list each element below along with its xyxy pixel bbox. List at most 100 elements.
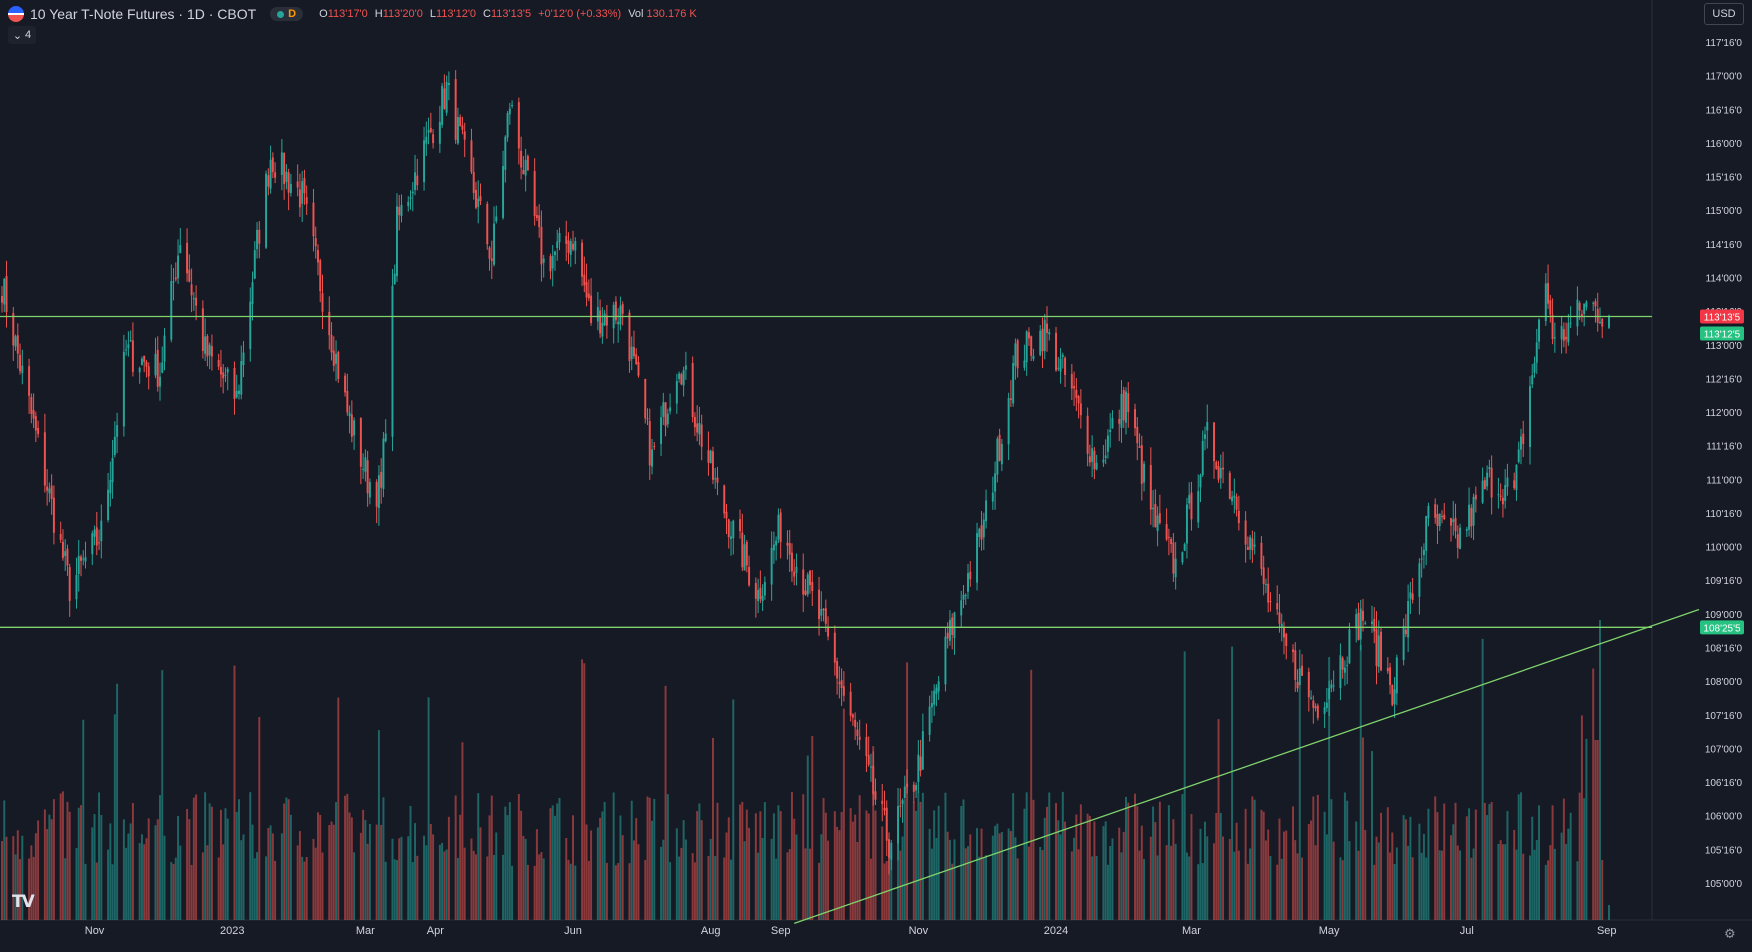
tradingview-logo-icon[interactable]: TV	[12, 892, 35, 912]
price-level-tag-label: 113'13'5	[1704, 313, 1741, 324]
candle-body	[583, 274, 586, 286]
close-value: 113'13'5	[491, 8, 532, 20]
volume-bar	[696, 811, 699, 920]
volume-bar	[903, 798, 906, 920]
volume-bar	[540, 852, 543, 920]
candle-body	[1190, 492, 1193, 520]
volume-bar	[1086, 813, 1089, 920]
volume-bar	[836, 826, 839, 920]
volume-bar	[66, 801, 69, 920]
candle-body	[1057, 367, 1060, 369]
candle-body	[874, 791, 877, 800]
volume-bar	[1206, 836, 1209, 920]
candle-body	[1, 295, 3, 303]
market-status-badge[interactable]: D	[270, 7, 304, 21]
volume-bar	[1032, 799, 1035, 920]
volume-bar	[1450, 835, 1452, 920]
candle-body	[1030, 336, 1033, 356]
y-tick-label: 116'00'0	[1706, 139, 1743, 150]
candle-body	[493, 223, 496, 265]
candle-body	[64, 551, 67, 556]
candle-body	[461, 125, 464, 130]
candle-body	[748, 567, 751, 586]
y-tick-label: 105'00'0	[1705, 879, 1743, 890]
candle-body	[682, 370, 685, 386]
volume-bar	[1154, 822, 1157, 920]
volume-bar	[1504, 844, 1507, 920]
ohlc-legend: O113'17'0 H113'20'0 L113'12'0 C113'13'5 …	[319, 8, 697, 20]
y-tick-label: 106'00'0	[1705, 812, 1743, 823]
candle-body	[1553, 337, 1556, 339]
x-tick-label: Jun	[564, 925, 582, 937]
y-tick-label: 116'16'0	[1706, 105, 1743, 116]
volume-bar	[305, 857, 308, 920]
candle-body	[985, 500, 988, 522]
candle-body	[1204, 434, 1206, 439]
x-tick-label: Sep	[1597, 925, 1617, 937]
volume-bar	[1362, 737, 1364, 920]
volume-bar	[574, 865, 577, 920]
candle-body	[1332, 685, 1335, 687]
candle-body	[366, 460, 369, 494]
candle-body	[1565, 336, 1568, 340]
candle-body	[653, 446, 656, 448]
volume-bar	[204, 792, 207, 920]
candle-body	[242, 352, 245, 366]
volume-bar	[1519, 792, 1522, 920]
volume-bar	[1422, 833, 1425, 920]
volume-bar	[585, 824, 588, 920]
candle-body	[856, 729, 859, 736]
candle-body	[1041, 328, 1044, 352]
candle-body	[743, 544, 746, 571]
us-flag-icon	[8, 6, 24, 22]
candle-body	[68, 567, 71, 601]
volume-bar	[380, 824, 383, 920]
volume-bar	[748, 827, 751, 920]
volume-bar	[224, 808, 227, 920]
volume-bar	[614, 865, 617, 920]
candle-body	[897, 806, 900, 844]
candle-body	[603, 313, 606, 326]
settings-gear-icon[interactable]: ⚙	[1724, 926, 1736, 941]
candle-body	[1276, 602, 1279, 610]
x-tick-label: Nov	[85, 925, 105, 937]
volume-bar	[1332, 841, 1335, 920]
volume-bar	[1025, 792, 1028, 920]
candle-body	[256, 229, 259, 250]
volume-bar	[1280, 858, 1283, 920]
volume-bar	[824, 812, 827, 920]
currency-button[interactable]: USD	[1704, 3, 1744, 25]
volume-bar	[109, 823, 112, 920]
candle-body	[1562, 329, 1565, 341]
candle-body	[867, 755, 870, 765]
volume-bar	[1328, 656, 1331, 920]
volume-bar	[603, 801, 606, 920]
symbol-title[interactable]: 10 Year T-Note Futures · 1D · CBOT	[30, 6, 257, 22]
volume-bar	[1506, 811, 1509, 920]
candle-body	[488, 247, 491, 259]
volume-bar	[1064, 821, 1067, 920]
volume-bar	[1197, 864, 1200, 920]
candle-body	[930, 703, 933, 708]
candle-body	[192, 298, 195, 300]
volume-bar	[745, 809, 748, 920]
volume-bar	[242, 834, 245, 920]
candle-body	[143, 355, 146, 362]
volume-bar	[1411, 857, 1414, 920]
candle-body	[811, 581, 814, 592]
volume-bar	[1292, 806, 1294, 920]
indicators-toggle-button[interactable]: ⌄ 4	[8, 26, 36, 44]
candle-body	[919, 756, 922, 771]
candle-body	[912, 784, 915, 792]
candle-body	[1371, 621, 1373, 625]
candle-body	[660, 417, 663, 445]
candle-body	[1357, 612, 1360, 641]
candle-body	[287, 172, 290, 193]
volume-bar	[258, 717, 261, 920]
candle-body	[854, 719, 857, 728]
candle-body	[933, 690, 936, 705]
candle-body	[1377, 635, 1380, 667]
candle-body	[1007, 398, 1010, 445]
volume-bar	[651, 820, 654, 920]
